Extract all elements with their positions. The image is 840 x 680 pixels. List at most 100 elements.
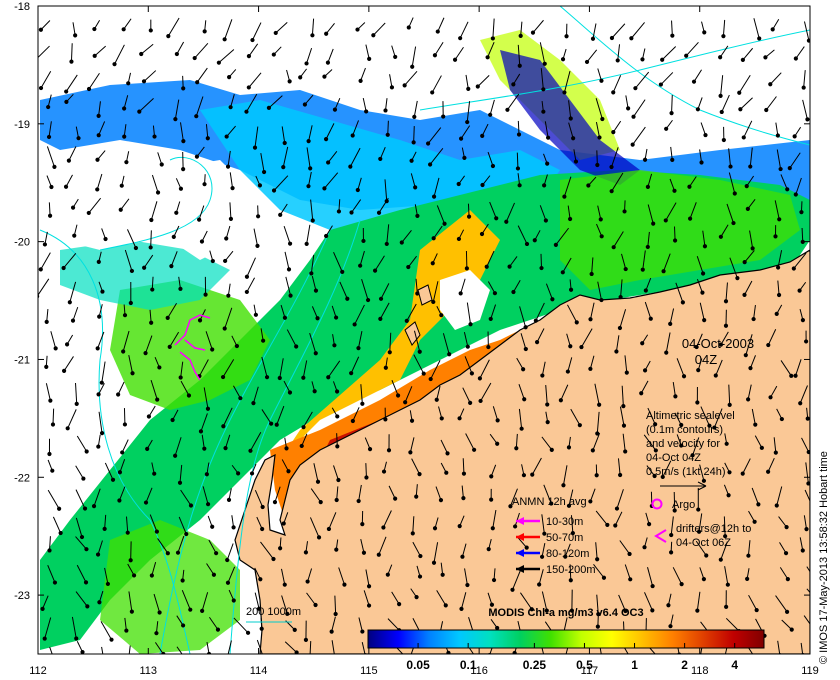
velocity-arrow bbox=[42, 231, 48, 247]
velocity-arrow bbox=[793, 177, 802, 197]
velocity-arrow bbox=[157, 538, 170, 556]
velocity-arrow bbox=[596, 223, 604, 239]
velocity-arrow bbox=[721, 126, 726, 143]
velocity-arrow bbox=[391, 380, 401, 398]
velocity-arrow bbox=[611, 120, 622, 135]
lat-tick: -21 bbox=[14, 354, 810, 366]
velocity-arrow bbox=[175, 535, 185, 555]
velocity-arrow bbox=[326, 150, 338, 165]
velocity-arrow bbox=[675, 282, 685, 305]
velocity-arrow bbox=[780, 174, 790, 192]
velocity-arrow bbox=[799, 537, 805, 553]
velocity-arrow bbox=[803, 515, 809, 532]
velocity-arrow bbox=[465, 433, 477, 452]
velocity-arrow bbox=[631, 99, 646, 119]
velocity-arrow bbox=[202, 20, 207, 34]
velocity-arrow bbox=[430, 75, 442, 95]
velocity-arrow bbox=[46, 146, 57, 169]
velocity-arrow bbox=[558, 384, 569, 403]
velocity-arrow bbox=[647, 204, 656, 226]
velocity-arrow bbox=[672, 567, 684, 587]
velocity-arrow bbox=[740, 47, 754, 62]
velocity-arrow bbox=[244, 257, 256, 279]
velocity-arrow bbox=[625, 95, 631, 111]
velocity-arrow bbox=[458, 125, 471, 141]
velocity-arrow bbox=[763, 49, 775, 60]
velocity-arrow bbox=[233, 617, 251, 635]
lat-tick: -22 bbox=[14, 472, 810, 484]
chl-patch-southwest-green bbox=[100, 520, 240, 654]
velocity-arrow bbox=[797, 281, 807, 293]
velocity-arrow bbox=[776, 149, 783, 172]
colorbar-tick-label: 0.05 bbox=[406, 658, 430, 672]
velocity-arrow bbox=[669, 541, 674, 555]
velocity-arrow bbox=[768, 72, 782, 87]
velocity-arrow bbox=[617, 309, 627, 331]
velocity-arrow bbox=[684, 41, 699, 58]
velocity-arrow bbox=[383, 407, 388, 422]
velocity-arrow bbox=[228, 589, 236, 603]
velocity-arrow bbox=[741, 120, 753, 140]
colorbar-tick-label: 0.25 bbox=[523, 658, 547, 672]
velocity-arrow bbox=[629, 22, 645, 41]
velocity-arrow bbox=[278, 203, 288, 217]
velocity-arrow bbox=[718, 224, 729, 239]
velocity-arrow bbox=[75, 517, 85, 540]
velocity-arrow bbox=[668, 308, 675, 326]
velocity-arrow bbox=[521, 464, 527, 478]
velocity-arrow bbox=[644, 301, 653, 321]
velocity-arrow bbox=[256, 205, 261, 219]
velocity-arrow bbox=[438, 406, 444, 421]
lat-tick: -19 bbox=[14, 119, 810, 131]
velocity-arrow bbox=[95, 331, 105, 351]
velocity-arrow bbox=[773, 437, 778, 455]
lon-tick-label: 115 bbox=[360, 665, 378, 677]
velocity-arrow bbox=[92, 19, 101, 32]
velocity-arrow bbox=[410, 46, 417, 69]
velocity-arrow bbox=[44, 355, 49, 369]
velocity-arrow bbox=[712, 408, 723, 430]
velocity-arrow bbox=[699, 302, 707, 323]
velocity-arrow bbox=[530, 19, 544, 35]
altimetry-line-2: (0.1m contours) bbox=[646, 424, 723, 436]
velocity-arrow bbox=[584, 49, 598, 65]
velocity-arrow bbox=[804, 330, 809, 344]
velocity-arrow bbox=[463, 332, 470, 349]
velocity-arrow bbox=[516, 120, 522, 137]
lat-tick-label: -22 bbox=[14, 472, 30, 484]
velocity-arrow bbox=[640, 250, 646, 272]
velocity-arrow bbox=[801, 437, 810, 455]
lat-tick: -18 bbox=[14, 1, 810, 13]
velocity-arrow bbox=[336, 199, 342, 214]
velocity-arrow bbox=[310, 488, 323, 505]
lon-tick-label: 117 bbox=[581, 665, 599, 677]
velocity-arrow bbox=[71, 616, 79, 641]
velocity-arrow bbox=[748, 594, 759, 613]
velocity-arrow bbox=[99, 361, 106, 385]
velocity-arrow bbox=[621, 253, 628, 272]
velocity-arrow bbox=[458, 21, 469, 41]
velocity-arrow bbox=[805, 407, 810, 421]
velocity-arrow bbox=[362, 97, 369, 114]
cloud-gap-north bbox=[100, 6, 320, 80]
velocity-arrow bbox=[647, 407, 658, 427]
velocity-arrow bbox=[518, 408, 524, 431]
velocity-arrow bbox=[231, 464, 241, 476]
velocity-arrow bbox=[619, 406, 627, 428]
velocity-arrow bbox=[358, 250, 365, 268]
velocity-arrow bbox=[121, 330, 130, 354]
velocity-arrow bbox=[324, 225, 333, 239]
drifter-label-2: 04-Oct 06Z bbox=[676, 537, 731, 549]
velocity-arrow bbox=[742, 250, 755, 265]
velocity-arrow bbox=[647, 567, 655, 589]
velocity-arrow bbox=[271, 175, 289, 193]
velocity-arrow bbox=[98, 411, 105, 436]
velocity-arrow bbox=[774, 200, 782, 222]
velocity-arrow bbox=[304, 224, 311, 246]
velocity-arrow bbox=[621, 385, 626, 409]
velocity-arrow bbox=[95, 173, 103, 192]
lat-tick: -23 bbox=[14, 590, 810, 602]
colorbar-tick-label: 2 bbox=[681, 658, 688, 672]
velocity-arrow bbox=[47, 438, 52, 457]
velocity-arrow bbox=[128, 645, 131, 654]
